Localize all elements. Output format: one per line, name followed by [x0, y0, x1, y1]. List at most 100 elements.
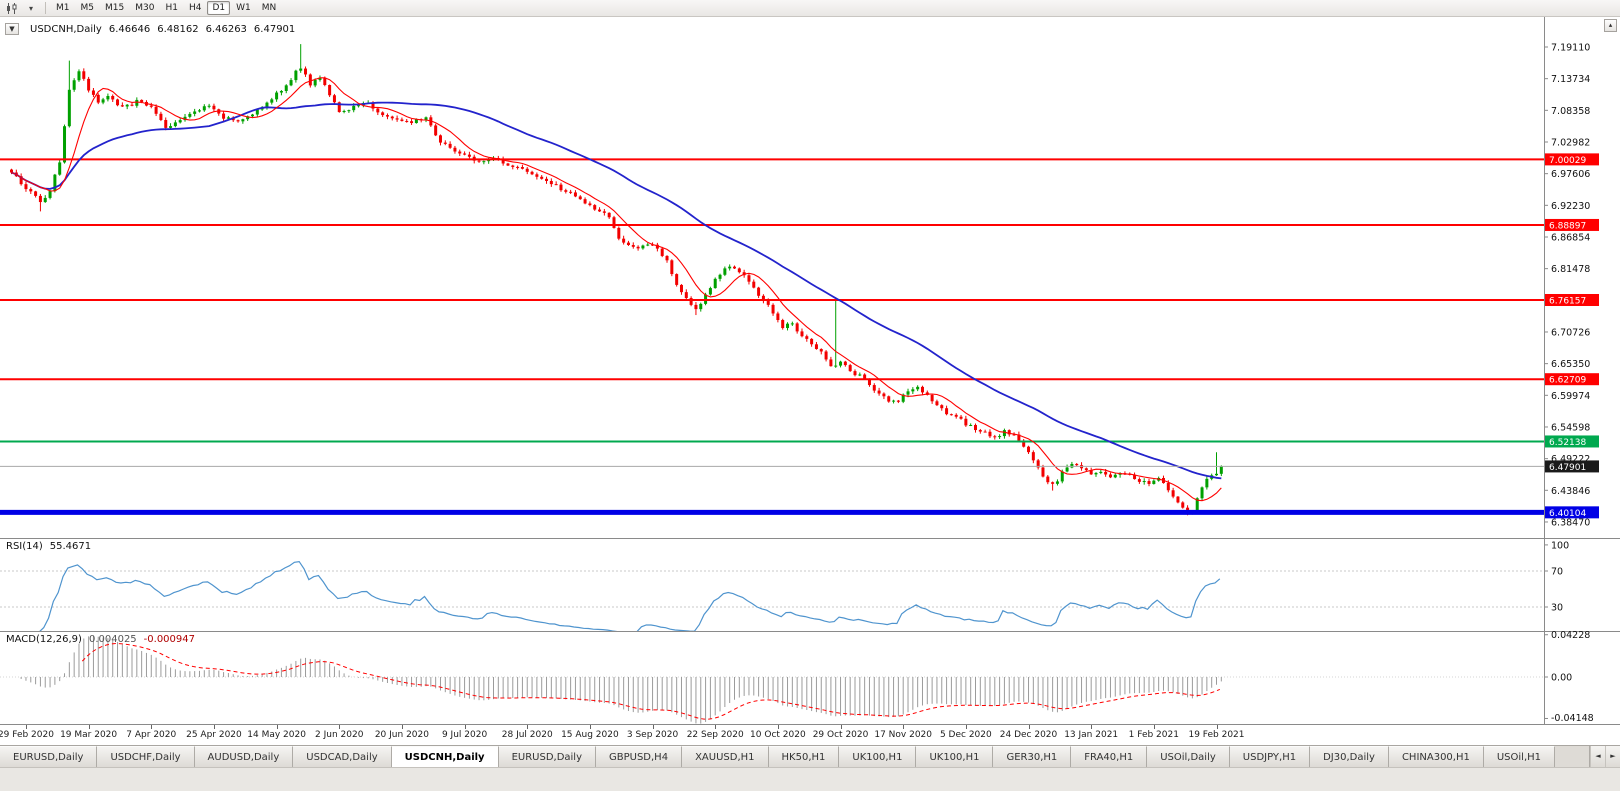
time-tick	[464, 725, 466, 729]
rsi-name: RSI(14)	[6, 541, 43, 552]
macd-panel-canvas[interactable]: 0.04228 0.00 -0.04148	[0, 631, 1620, 724]
date-label: 17 Nov 2020	[874, 730, 933, 740]
chart-tab-bar: EURUSD,Daily USDCHF,Daily AUDUSD,Daily USDC…	[0, 745, 1620, 767]
symbol-tab-usdcad-daily[interactable]: USDCAD,Daily	[293, 746, 392, 767]
timeframe-button-h4[interactable]: H4	[188, 3, 202, 13]
symbol-tab-usdcnh-daily[interactable]: USDCNH,Daily	[391, 746, 499, 767]
macd-main-value: 0.004025	[88, 634, 137, 645]
price-tick-label: 6.81478	[1551, 264, 1590, 275]
rsi-value: 55.4671	[49, 541, 92, 552]
price-tick-label: 6.70726	[1551, 327, 1590, 338]
symbol-tab-gbpusd-h4[interactable]: GBPUSD,H4	[596, 746, 683, 767]
symbol-tab-fra40-h1[interactable]: FRA40,H1	[1071, 746, 1148, 767]
one-click-dropdown-button[interactable]: ▼	[5, 23, 19, 35]
chevron-down-icon: ▾	[28, 3, 33, 13]
symbol-tab-usdchf-daily[interactable]: USDCHF,Daily	[97, 746, 195, 767]
time-axis[interactable]: 29 Feb 2020 19 Mar 2020 7 Apr 2020 25 Apr 2…	[0, 724, 1620, 745]
time-tick	[903, 725, 905, 729]
rsi-panel-canvas[interactable]: 100 70 30	[0, 538, 1620, 631]
timeframe-button-group: M1 M5 M15 M30 H1 H4 D1 W1 MN	[51, 1, 281, 15]
tab-scroll-left-button[interactable]: ◄	[1590, 746, 1605, 767]
tab-scroll-buttons: ◄ ►	[1589, 746, 1620, 767]
price-chart-canvas[interactable]: 7.19110 7.13734 7.08358 7.02982 6.97606 6.922…	[0, 17, 1620, 538]
time-tick	[339, 725, 341, 729]
macd-tick-label: -0.04148	[1551, 713, 1594, 724]
symbol-tab-uk100-h1[interactable]: UK100,H1	[916, 746, 994, 767]
timeframe-button-m5[interactable]: M5	[80, 3, 95, 13]
time-tick	[1153, 725, 1155, 729]
symbol-tab-eurusd-daily[interactable]: EURUSD,Daily	[498, 746, 596, 767]
symbol-tab-hk50-h1[interactable]: HK50,H1	[768, 746, 840, 767]
price-badge-6.62709: 6.62709	[1545, 373, 1599, 386]
macd-tick-label: 0.00	[1551, 673, 1572, 684]
tab-scroll-right-button[interactable]: ►	[1605, 746, 1620, 767]
time-tick	[840, 725, 842, 729]
time-tick	[88, 725, 90, 729]
macd-indicator-label: MACD(12,26,9) 0.004025 -0.000947	[6, 634, 195, 645]
symbol-tab-usdjpy-h1[interactable]: USDJPY,H1	[1229, 746, 1311, 767]
chart-type-button[interactable]	[3, 1, 21, 15]
price-axis[interactable]: 7.19110 7.13734 7.08358 7.02982 6.97606 6.922…	[1544, 17, 1599, 538]
symbol-tab-eurusd-daily[interactable]: EURUSD,Daily	[0, 746, 98, 767]
ohlc-high: 6.48162	[157, 23, 199, 35]
timeframe-button-d1[interactable]: D1	[207, 1, 231, 15]
date-label: 10 Oct 2020	[750, 730, 806, 740]
price-badge-6.76157: 6.76157	[1545, 293, 1599, 306]
rsi-tick-label: 100	[1551, 540, 1569, 551]
timeframe-button-mn[interactable]: MN	[261, 3, 277, 13]
ma-slow-line[interactable]	[11, 101, 1222, 480]
ma-fast-line[interactable]	[11, 77, 1222, 502]
symbol-tab-china300-h1[interactable]: CHINA300,H1	[1388, 746, 1484, 767]
svg-text:6.62709: 6.62709	[1549, 376, 1586, 386]
arrow-right-icon: ►	[1610, 752, 1616, 760]
chart-scroll-up-button[interactable]: ▴	[1604, 19, 1617, 32]
time-tick	[276, 725, 278, 729]
macd-signal-value: -0.000947	[143, 634, 195, 645]
macd-histogram	[20, 635, 1222, 724]
svg-text:6.40104: 6.40104	[1549, 509, 1586, 519]
price-badge-6.52138: 6.52138	[1545, 435, 1599, 448]
svg-text:6.52138: 6.52138	[1549, 438, 1586, 448]
symbol-tab-ger30-h1[interactable]: GER30,H1	[993, 746, 1072, 767]
status-strip	[0, 767, 1620, 791]
date-label: 7 Apr 2020	[126, 730, 177, 740]
time-tick	[1028, 725, 1030, 729]
time-tick	[25, 725, 27, 729]
ohlc-low: 6.46263	[205, 23, 247, 35]
date-label: 19 Mar 2020	[60, 730, 118, 740]
timeframe-button-m15[interactable]: M15	[105, 3, 125, 13]
time-tick	[1091, 725, 1093, 729]
svg-text:7.00029: 7.00029	[1549, 156, 1586, 166]
symbol-tab-usoil-daily[interactable]: USOil,Daily	[1147, 746, 1230, 767]
date-label: 15 Aug 2020	[561, 730, 619, 740]
time-tick	[715, 725, 717, 729]
time-tick	[777, 725, 779, 729]
price-badge-6.40104: 6.40104	[1545, 506, 1599, 519]
price-badge-6.88897: 6.88897	[1545, 218, 1599, 231]
date-label: 2 Jun 2020	[315, 730, 364, 740]
timeframe-button-h1[interactable]: H1	[165, 3, 178, 13]
timeframe-button-m1[interactable]: M1	[56, 3, 70, 13]
rsi-line	[39, 560, 1221, 631]
date-label: 1 Feb 2021	[1128, 730, 1179, 740]
timeframe-button-m30[interactable]: M30	[135, 3, 155, 13]
price-tick-label: 7.19110	[1551, 43, 1590, 54]
symbol-tab-usoil-h1[interactable]: USOil,H1	[1483, 746, 1556, 767]
symbol-tab-audusd-daily[interactable]: AUDUSD,Daily	[194, 746, 294, 767]
symbol-tab-uk100-h1[interactable]: UK100,H1	[839, 746, 917, 767]
price-tick-label: 6.54598	[1551, 422, 1590, 433]
date-label: 20 Jun 2020	[374, 730, 429, 740]
time-tick	[527, 725, 529, 729]
arrow-left-icon: ◄	[1595, 752, 1601, 760]
ohlc-close: 6.47901	[253, 23, 296, 35]
toolbar-separator	[45, 2, 46, 14]
chart-type-dropdown-button[interactable]: ▾	[22, 1, 40, 15]
price-tick-label: 6.86854	[1551, 232, 1590, 243]
price-tick-label: 6.59974	[1551, 391, 1590, 402]
symbol-tab-xauusd-h1[interactable]: XAUUSD,H1	[682, 746, 769, 767]
timeframe-button-w1[interactable]: W1	[236, 3, 251, 13]
price-tick-label: 7.13734	[1551, 74, 1590, 85]
date-label: 14 May 2020	[247, 730, 306, 740]
symbol-tab-dj30-daily[interactable]: DJ30,Daily	[1310, 746, 1389, 767]
